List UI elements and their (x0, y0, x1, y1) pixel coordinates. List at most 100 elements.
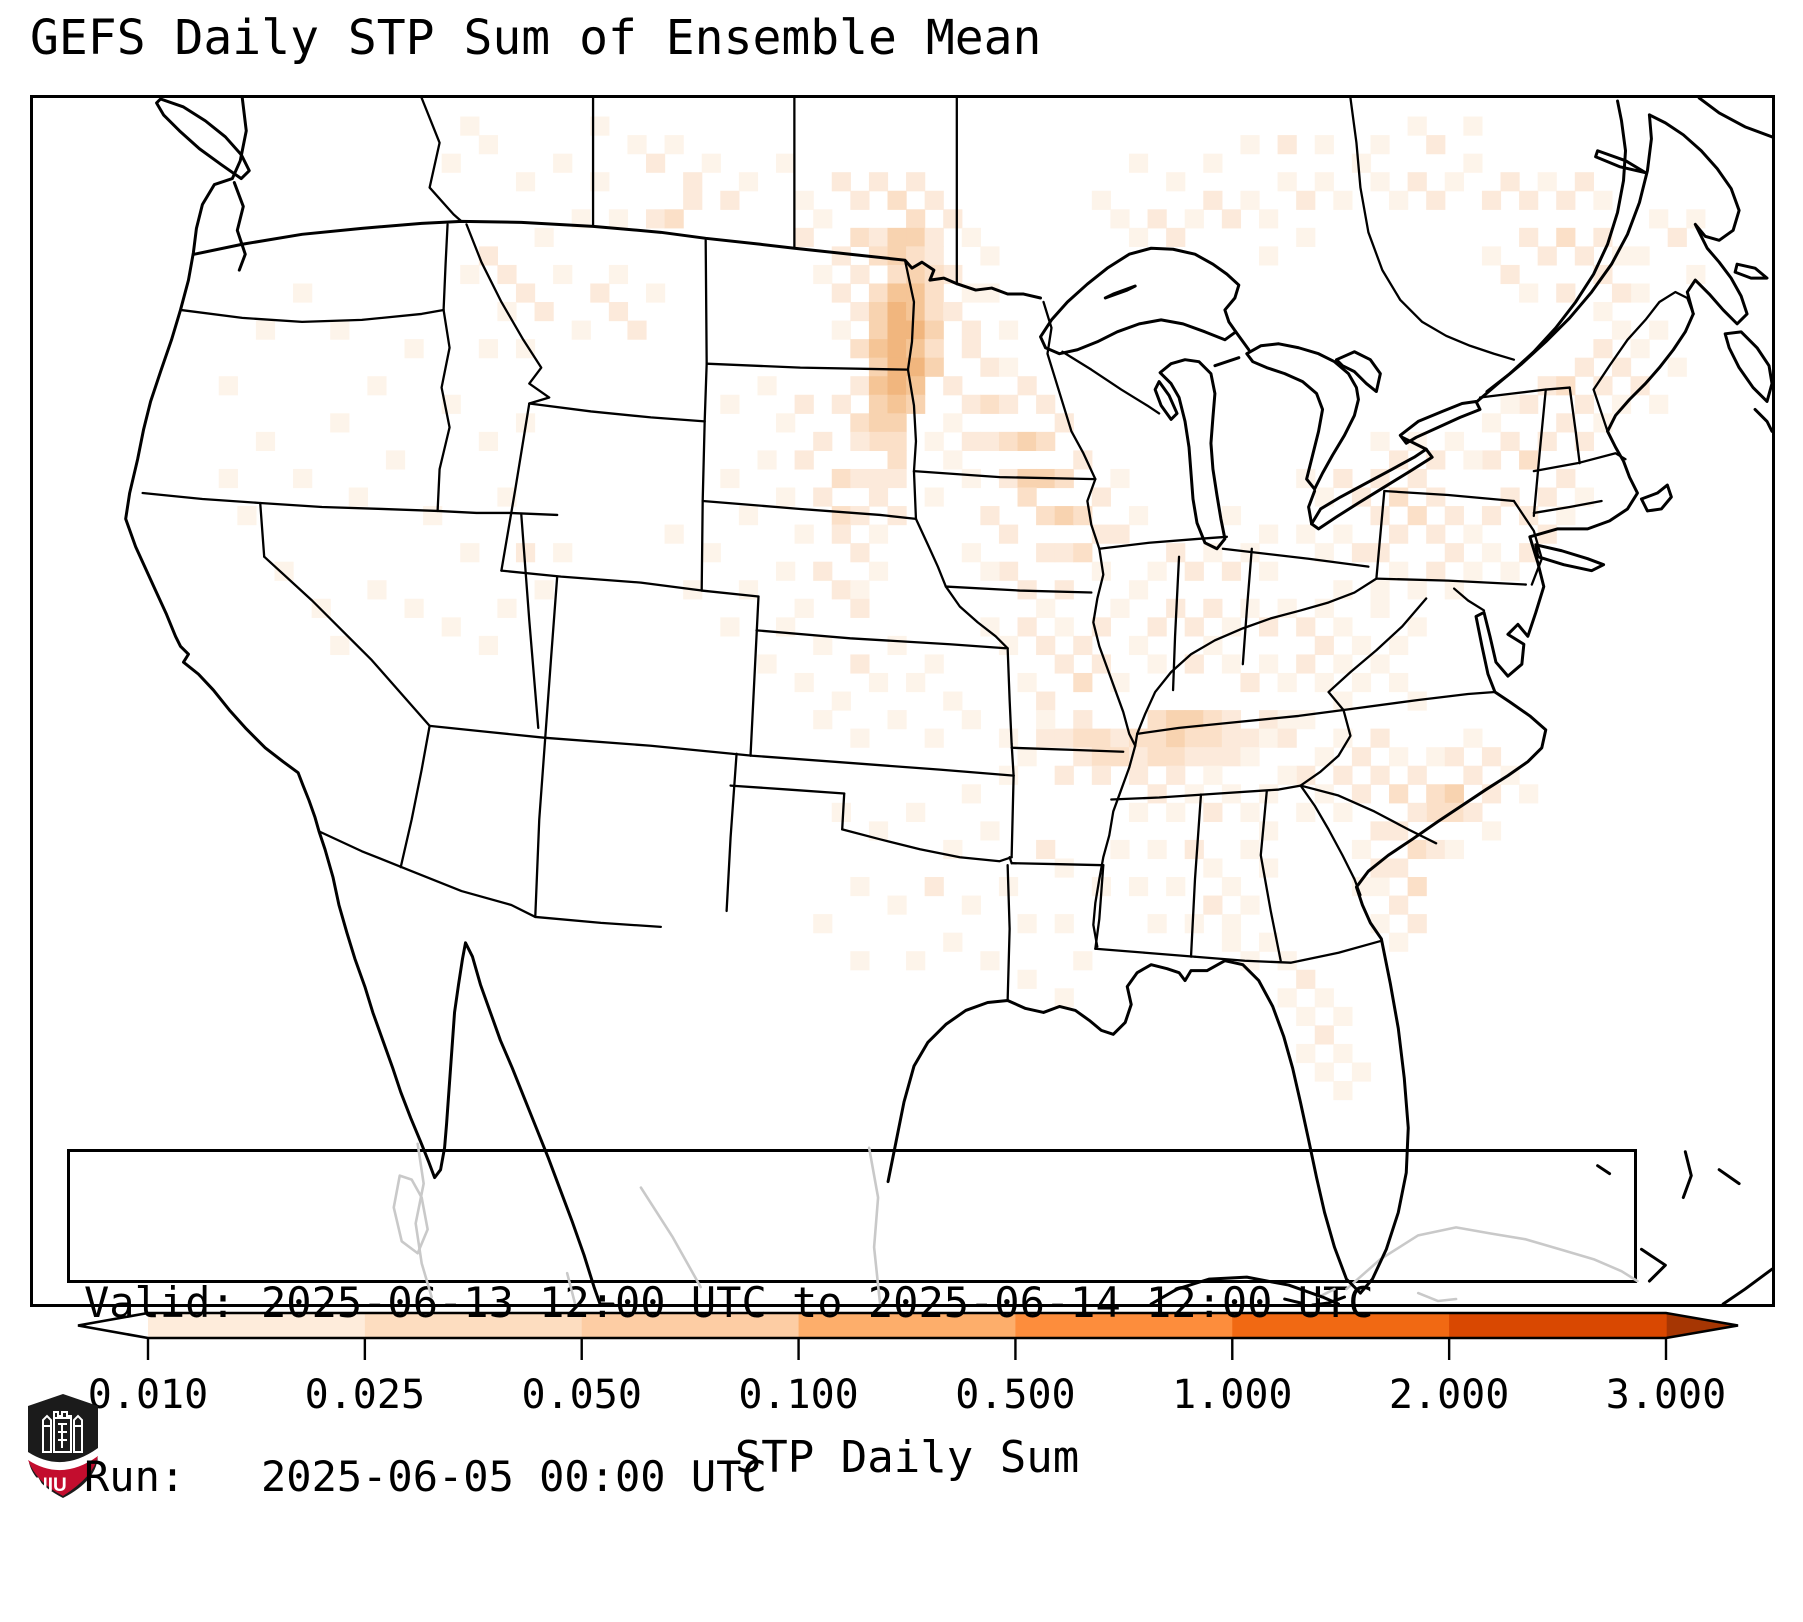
stp-grid-cell (1426, 839, 1446, 860)
stp-grid-cell (1463, 524, 1483, 544)
stp-grid-cell (868, 357, 889, 377)
stp-grid-cell (831, 524, 851, 544)
stp-grid-cell (1426, 524, 1446, 544)
stp-grid-cell (608, 209, 629, 229)
stp-grid-cell (1537, 487, 1557, 507)
stp-grid-cell (1054, 654, 1074, 674)
stp-grid-cell (1091, 190, 1112, 210)
stp-grid-cell (1556, 190, 1576, 210)
stp-grid-cell (1203, 802, 1223, 822)
stp-grid-cell (1314, 988, 1334, 1008)
stp-grid-cell (961, 320, 981, 340)
stp-grid-cell (1649, 209, 1669, 229)
stp-grid-cell (1054, 580, 1074, 600)
stp-grid-cell (515, 339, 536, 359)
stp-grid-cell (961, 431, 981, 452)
stp-grid-cell (831, 246, 851, 266)
stp-grid-cell (887, 394, 907, 414)
stp-grid-cell (1147, 728, 1167, 748)
stp-grid-cell (1407, 691, 1427, 711)
stp-grid-cell (813, 264, 833, 285)
stp-grid-cell (1221, 932, 1242, 952)
stp-grid-cell (887, 710, 907, 730)
stp-grid-cell (887, 302, 907, 322)
stp-grid-cell (1333, 802, 1353, 822)
stp-grid-cell (1147, 654, 1167, 674)
stp-grid-cell (1407, 172, 1427, 192)
stp-grid-cell (1184, 654, 1204, 674)
stp-grid-cell (924, 339, 944, 359)
stp-grid-cell (1128, 765, 1149, 785)
stp-grid-cell (1389, 932, 1409, 952)
stp-grid-cell (683, 580, 703, 600)
stp-grid-cell (1296, 1043, 1316, 1064)
stp-grid-cell (1389, 487, 1409, 507)
stp-grid-cell (1036, 506, 1056, 526)
stp-grid-cell (460, 116, 480, 136)
stp-grid-cell (571, 320, 591, 340)
stp-grid-cell (441, 153, 461, 173)
stp-grid-cell (924, 487, 944, 507)
stp-grid-cell (906, 802, 926, 822)
stp-grid-cell (868, 172, 889, 192)
stp-grid-cell (868, 246, 889, 266)
stp-grid-cell (553, 264, 573, 285)
stp-grid-cell (794, 524, 814, 544)
stp-grid-cell (1091, 747, 1112, 767)
stp-grid-cell (1537, 376, 1557, 396)
stp-grid-cell (590, 172, 610, 192)
stp-grid-cell (1166, 543, 1186, 563)
stp-grid-cell (1259, 784, 1279, 804)
stp-grid-cell (1333, 617, 1353, 637)
stp-grid-cell (1314, 672, 1334, 693)
stp-grid-cell (1091, 654, 1112, 674)
stp-grid-cell (1407, 617, 1427, 637)
stp-grid-cell (1389, 561, 1409, 581)
stp-grid-cell (980, 246, 1000, 266)
stp-grid-cell (998, 524, 1019, 544)
stp-grid-cell (1203, 543, 1223, 563)
stp-grid-cell (868, 468, 889, 489)
logo-text: NIU (34, 1475, 67, 1496)
stp-grid-cell (1593, 376, 1613, 396)
stp-grid-cell (1240, 598, 1260, 618)
stp-grid-cell (1649, 394, 1669, 414)
stp-grid-cell (813, 487, 833, 507)
stp-grid-cell (1686, 264, 1706, 285)
stp-grid-cell (1073, 543, 1093, 563)
stp-grid-cell (1017, 747, 1037, 767)
stp-grid-cell (478, 135, 498, 155)
stp-grid-cell (1259, 524, 1279, 544)
stp-grid-cell (1556, 506, 1576, 526)
stp-grid-cell (237, 506, 257, 526)
stp-grid-cell (924, 246, 944, 266)
stp-grid-cell (1351, 635, 1372, 656)
stp-grid-cell (980, 506, 1000, 526)
stp-grid-cell (1091, 728, 1112, 748)
stp-grid-cell (1574, 394, 1594, 414)
stp-grid-cell (1426, 747, 1446, 767)
stp-grid-cell (1407, 580, 1427, 600)
stp-grid-cell (1481, 543, 1502, 563)
stp-grid-cell (1351, 747, 1372, 767)
stp-grid-cell (980, 431, 1000, 452)
stp-grid-cell (794, 394, 814, 414)
stp-grid-cell (1389, 635, 1409, 656)
stp-grid-cell (1481, 246, 1502, 266)
stp-grid-cell (924, 431, 944, 452)
stp-grid-cell (293, 283, 313, 303)
stp-grid-cell (1259, 932, 1279, 952)
stp-grid-cell (776, 561, 796, 581)
stp-grid-cell (1240, 951, 1260, 971)
stp-grid-cell (868, 487, 889, 507)
stp-grid-cell (1091, 487, 1112, 507)
stp-grid-cell (1240, 543, 1260, 563)
stp-grid-cell (1036, 635, 1056, 656)
stp-grid-cell (534, 227, 554, 247)
stp-grid-cell (1128, 728, 1149, 748)
stp-grid-cell (1054, 728, 1074, 748)
stp-grid-cell (1333, 1081, 1353, 1101)
stp-grid-cell (1500, 431, 1520, 452)
stp-grid-cell (478, 635, 498, 656)
stp-grid-cell (1110, 209, 1130, 229)
